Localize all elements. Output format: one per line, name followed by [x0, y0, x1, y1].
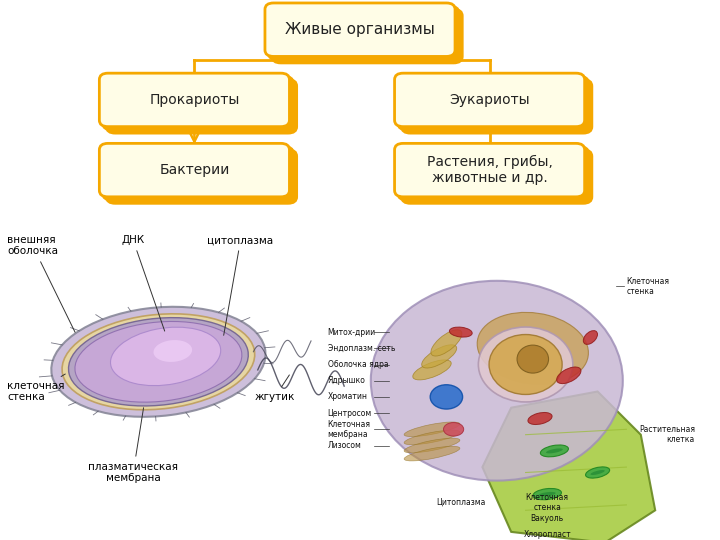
Ellipse shape	[404, 446, 460, 461]
Text: Хлоропласт: Хлоропласт	[523, 530, 571, 539]
Ellipse shape	[371, 281, 623, 481]
FancyBboxPatch shape	[265, 3, 455, 56]
Ellipse shape	[590, 470, 605, 475]
Ellipse shape	[404, 430, 460, 445]
FancyBboxPatch shape	[398, 146, 588, 200]
Ellipse shape	[404, 438, 460, 453]
Ellipse shape	[585, 467, 610, 478]
Ellipse shape	[517, 345, 549, 373]
Ellipse shape	[404, 422, 460, 437]
FancyBboxPatch shape	[107, 80, 297, 133]
FancyBboxPatch shape	[402, 80, 592, 133]
FancyBboxPatch shape	[395, 143, 585, 197]
Text: Прокариоты: Прокариоты	[149, 93, 240, 107]
Text: цитоплазма: цитоплазма	[207, 235, 274, 335]
FancyBboxPatch shape	[99, 143, 289, 197]
Text: Эукариоты: Эукариоты	[449, 93, 530, 107]
Ellipse shape	[75, 321, 242, 402]
Ellipse shape	[153, 340, 192, 362]
Text: ДНК: ДНК	[122, 235, 165, 331]
FancyBboxPatch shape	[402, 150, 592, 203]
Ellipse shape	[422, 345, 456, 368]
Text: Ядрышко: Ядрышко	[328, 376, 366, 385]
Text: жгутик: жгутик	[255, 375, 295, 402]
Ellipse shape	[477, 312, 588, 384]
Text: Хроматин: Хроматин	[328, 393, 368, 401]
Ellipse shape	[449, 327, 472, 337]
Polygon shape	[482, 392, 655, 540]
Ellipse shape	[413, 360, 451, 380]
Ellipse shape	[431, 330, 462, 356]
FancyBboxPatch shape	[272, 10, 462, 63]
Text: Растения, грибы,
животные и др.: Растения, грибы, животные и др.	[427, 155, 552, 185]
Text: Растительная
клетка: Растительная клетка	[639, 425, 695, 444]
Text: клеточная
стенка: клеточная стенка	[7, 374, 66, 402]
Ellipse shape	[541, 445, 568, 457]
Ellipse shape	[110, 327, 221, 386]
Text: Митох-дрии: Митох-дрии	[328, 328, 376, 336]
FancyBboxPatch shape	[99, 73, 289, 126]
Text: Бактерии: Бактерии	[159, 163, 230, 177]
Ellipse shape	[528, 413, 552, 424]
Ellipse shape	[62, 314, 255, 410]
Text: Лизосом: Лизосом	[328, 441, 361, 450]
FancyBboxPatch shape	[107, 150, 297, 203]
Text: Эндоплазм. сеть: Эндоплазм. сеть	[328, 344, 395, 353]
Text: Живые организмы: Живые организмы	[285, 22, 435, 37]
Ellipse shape	[68, 318, 248, 406]
Ellipse shape	[478, 327, 573, 402]
Ellipse shape	[51, 307, 266, 417]
Text: внешняя
оболочка: внешняя оболочка	[7, 235, 75, 332]
Ellipse shape	[489, 335, 562, 394]
FancyBboxPatch shape	[395, 73, 585, 126]
Text: Клеточная
стенка: Клеточная стенка	[626, 276, 670, 296]
Text: Вакуоль: Вакуоль	[531, 514, 564, 523]
Ellipse shape	[539, 492, 556, 496]
Text: Цитоплазма: Цитоплазма	[436, 498, 485, 507]
FancyBboxPatch shape	[269, 6, 459, 60]
FancyBboxPatch shape	[398, 76, 588, 130]
Ellipse shape	[546, 448, 563, 454]
Text: Оболочка ядра: Оболочка ядра	[328, 360, 388, 369]
Text: Клеточная
мембрана: Клеточная мембрана	[328, 420, 371, 439]
FancyBboxPatch shape	[103, 146, 293, 200]
Text: Центросом: Центросом	[328, 409, 372, 417]
FancyBboxPatch shape	[103, 76, 293, 130]
Text: плазматическая
мембрана: плазматическая мембрана	[88, 408, 179, 483]
Ellipse shape	[583, 330, 598, 345]
Ellipse shape	[557, 367, 581, 383]
Ellipse shape	[430, 384, 462, 409]
Ellipse shape	[533, 489, 562, 500]
Ellipse shape	[444, 422, 464, 436]
Text: Клеточная
стенка: Клеточная стенка	[526, 492, 569, 512]
